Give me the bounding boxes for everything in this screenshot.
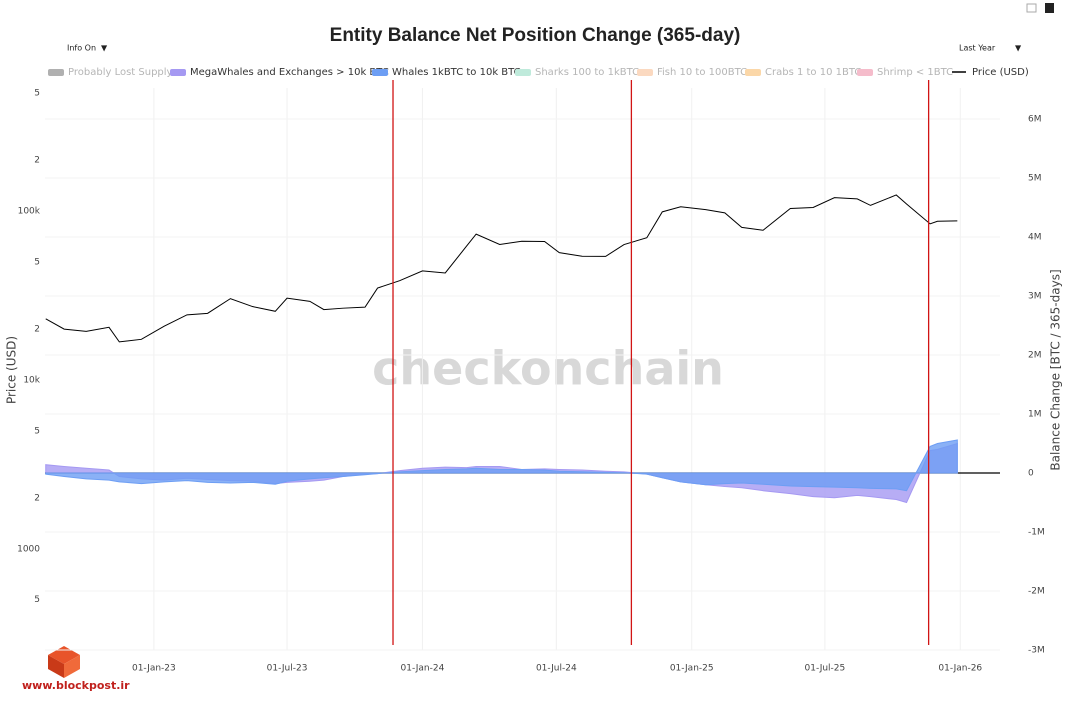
legend-label[interactable]: Fish 10 to 100BTC	[657, 67, 747, 78]
legend-label[interactable]: Sharks 100 to 1kBTC	[535, 67, 639, 78]
y2-tick-label: -2M	[1028, 586, 1045, 596]
legend-swatch[interactable]	[637, 69, 653, 76]
y-tick-label: 2	[34, 156, 40, 166]
y2-tick-label: 4M	[1028, 232, 1042, 242]
x-tick-label: 01-Jan-24	[401, 664, 445, 674]
legend-label[interactable]: Whales 1kBTC to 10k BTC	[392, 67, 521, 78]
y2-tick-label: 6M	[1028, 114, 1042, 124]
chart-title: Entity Balance Net Position Change (365-…	[330, 25, 741, 46]
y-tick-label: 5	[34, 595, 40, 605]
info-dropdown[interactable]: Info On	[67, 44, 96, 53]
camera-icon[interactable]	[1026, 3, 1037, 13]
logo-icon[interactable]	[1045, 3, 1054, 13]
logo	[48, 655, 64, 678]
legend-swatch[interactable]	[857, 69, 873, 76]
legend-swatch[interactable]	[515, 69, 531, 76]
y-tick-label: 5	[34, 257, 40, 267]
y-tick-label: 1000	[17, 544, 40, 554]
y-axis-title: Price (USD)	[5, 336, 19, 404]
legend-label[interactable]: Probably Lost Supply	[68, 67, 173, 78]
dropdown-arrow[interactable]: ▼	[1015, 44, 1022, 53]
y-tick-label: 2	[34, 494, 40, 504]
lines	[45, 80, 958, 645]
x-tick-label: 01-Jan-25	[670, 664, 714, 674]
y2-tick-label: 1M	[1028, 409, 1042, 419]
y-tick-label: 10k	[23, 375, 40, 385]
dropdown-arrow[interactable]: ▼	[101, 44, 108, 53]
legend-label[interactable]: Crabs 1 to 10 1BTC	[765, 67, 861, 78]
legend: Probably Lost Supply MegaWhales and Excha…	[48, 67, 1029, 78]
axes: 01-Jan-23 01-Jul-23 01-Jan-24 01-Jul-24 01-J…	[17, 88, 1045, 673]
legend-swatch[interactable]	[372, 69, 388, 76]
y-tick-label: 5	[34, 426, 40, 436]
x-tick-label: 01-Jul-23	[267, 664, 308, 674]
legend-label[interactable]: MegaWhales and Exchanges > 10k BTC	[190, 67, 389, 78]
y2-tick-label: -3M	[1028, 646, 1045, 656]
legend-swatch[interactable]	[48, 69, 64, 76]
y2-tick-label: 2M	[1028, 350, 1042, 360]
watermark: checkonchain	[372, 342, 724, 396]
y2-tick-label: 3M	[1028, 291, 1042, 301]
source: www.blockpost.ir	[22, 679, 130, 692]
price-line	[45, 194, 958, 343]
legend-swatch[interactable]	[745, 69, 761, 76]
x-tick-label: 01-Jan-26	[938, 664, 982, 674]
y-tick-label: 2	[34, 325, 40, 335]
areas	[45, 439, 958, 504]
y-tick-label: 5	[34, 88, 40, 98]
x-tick-label: 01-Jul-24	[536, 664, 577, 674]
x-tick-label: 01-Jul-25	[805, 664, 846, 674]
legend-swatch[interactable]	[170, 69, 186, 76]
x-tick-label: 01-Jan-23	[132, 664, 176, 674]
range-dropdown[interactable]: Last Year	[959, 44, 996, 53]
logo	[64, 655, 80, 678]
area	[45, 439, 958, 492]
y2-tick-label: 5M	[1028, 173, 1042, 183]
y2-tick-label: -1M	[1028, 527, 1045, 537]
y-tick-label: 100k	[18, 207, 41, 217]
legend-label[interactable]: Price (USD)	[972, 67, 1029, 78]
y2-tick-label: 0	[1028, 468, 1034, 478]
legend-label[interactable]: Shrimp < 1BTC	[877, 67, 953, 78]
y2-axis-title: Balance Change [BTC / 365-days]	[1049, 269, 1063, 470]
